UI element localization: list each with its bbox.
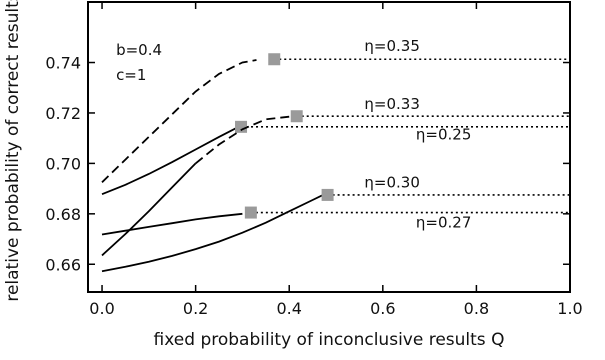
y-tick-label: 0.74 — [45, 54, 81, 73]
series-line — [101, 59, 257, 183]
x-tick-label: 1.0 — [557, 299, 582, 318]
annotation-label: η=0.33 — [364, 95, 419, 113]
x-tick-label: 0.6 — [370, 299, 395, 318]
series-line — [101, 126, 239, 196]
x-tick-label: 0.4 — [276, 299, 301, 318]
y-tick-label: 0.68 — [45, 205, 81, 224]
x-tick-label: 0.8 — [464, 299, 489, 318]
annotation-label: η=0.27 — [416, 214, 471, 232]
plot-frame — [87, 1, 571, 293]
y-tick-label: 0.70 — [45, 154, 81, 173]
x-axis-label: fixed probability of inconclusive result… — [154, 330, 505, 350]
corner-marker — [290, 110, 303, 123]
y-axis-label: relative probability of correct results — [3, 0, 23, 302]
annotation-layer: b=0.4 c=1 η=0.35 η=0.33 η=0.25 η=0.30 η=0.27 — [116, 37, 471, 232]
tick-layer: 0.0 0.2 0.4 0.6 0.8 1.0 0.66 0.68 0.70 0.72 0.74 — [45, 2, 583, 318]
y-tick-label: 0.66 — [45, 255, 81, 274]
x-tick-label: 0.0 — [89, 299, 114, 318]
corner-marker — [244, 206, 257, 219]
series-line — [101, 212, 243, 236]
annotation-label: η=0.25 — [416, 125, 471, 143]
annotation-label: η=0.30 — [364, 173, 419, 191]
annotation-label: η=0.35 — [364, 37, 419, 55]
corner-marker — [268, 53, 281, 66]
series-layer — [101, 53, 570, 273]
annotation-label: b=0.4 — [116, 41, 162, 59]
x-tick-label: 0.2 — [183, 299, 208, 318]
corner-marker — [321, 188, 334, 201]
y-tick-label: 0.72 — [45, 104, 81, 123]
annotation-label: c=1 — [116, 66, 146, 84]
corner-marker — [235, 120, 248, 133]
series-line — [101, 194, 323, 273]
series-line-solid — [101, 162, 197, 257]
series-line-dashed — [195, 115, 290, 165]
